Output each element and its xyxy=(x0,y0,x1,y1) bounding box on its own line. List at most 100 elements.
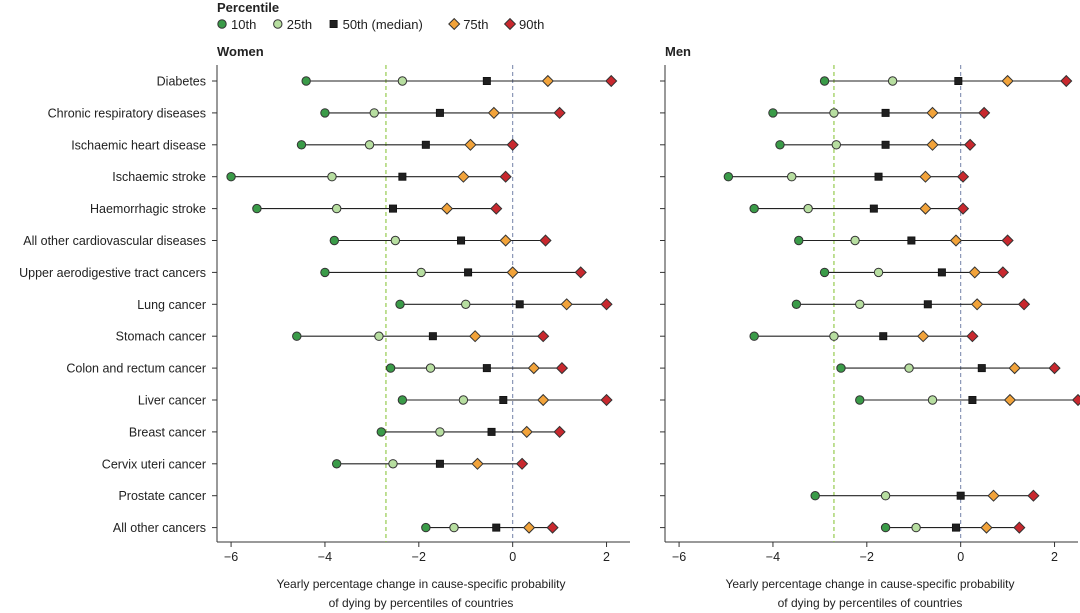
category-label: All other cardiovascular diseases xyxy=(23,234,206,248)
panel-title-women: Women xyxy=(217,44,264,59)
marker-p90 xyxy=(574,266,587,279)
marker-p90 xyxy=(546,521,559,534)
marker-p75 xyxy=(541,74,554,88)
legend-marker-p10 xyxy=(217,19,227,29)
marker-p90 xyxy=(956,170,970,183)
data-row xyxy=(226,170,512,183)
x-tick-label: −2 xyxy=(860,550,874,564)
marker-p50 xyxy=(515,300,524,309)
marker-p75 xyxy=(1003,393,1017,407)
marker-p10 xyxy=(880,522,891,533)
data-row xyxy=(296,138,519,151)
marker-p50 xyxy=(457,236,466,245)
marker-p25 xyxy=(911,522,921,533)
marker-p10 xyxy=(376,427,386,437)
legend-marker-p25 xyxy=(273,19,283,29)
data-row xyxy=(397,393,613,407)
marker-p75 xyxy=(487,106,501,120)
data-row xyxy=(385,361,569,375)
legend-label-p10: 10th xyxy=(231,17,256,32)
x-tick-label: −2 xyxy=(412,550,426,564)
marker-p75 xyxy=(1008,361,1021,375)
marker-p10 xyxy=(320,108,330,118)
x-tick-label: 0 xyxy=(509,550,516,564)
x-tick-label: −4 xyxy=(318,550,332,564)
x-tick-label: 2 xyxy=(603,550,610,564)
legend-marker-p75 xyxy=(448,17,461,31)
marker-p90 xyxy=(490,202,503,215)
marker-p25 xyxy=(873,267,884,278)
marker-p10 xyxy=(385,363,396,373)
marker-p10 xyxy=(794,235,804,246)
category-label: Breast cancer xyxy=(129,425,206,439)
legend-label-p90: 90th xyxy=(519,17,544,32)
marker-p90 xyxy=(1017,298,1031,311)
marker-p50 xyxy=(923,300,932,309)
marker-p50 xyxy=(874,172,883,181)
marker-p10 xyxy=(723,172,734,182)
marker-p75 xyxy=(987,489,1000,502)
marker-p90 xyxy=(600,393,613,407)
marker-p90 xyxy=(1071,393,1080,407)
panel-men: Men Yearly percentage change in cause-sp… xyxy=(660,44,1080,610)
marker-p75 xyxy=(527,361,540,375)
marker-p25 xyxy=(390,235,401,246)
category-label: Colon and rectum cancer xyxy=(66,362,206,376)
marker-p50 xyxy=(951,523,960,532)
category-label: Upper aerodigestive tract cancers xyxy=(19,266,206,280)
marker-p50 xyxy=(968,395,977,404)
marker-p75 xyxy=(440,202,454,215)
category-label: Chronic respiratory diseases xyxy=(48,106,206,120)
marker-p50 xyxy=(937,268,946,277)
marker-p50 xyxy=(881,140,890,149)
category-label: Ischaemic stroke xyxy=(112,170,206,184)
marker-p10 xyxy=(395,299,405,309)
data-row xyxy=(749,330,979,343)
marker-p90 xyxy=(1027,489,1040,502)
x-tick-label: 0 xyxy=(957,550,964,564)
marker-p25 xyxy=(425,363,436,373)
marker-p90 xyxy=(539,234,552,247)
marker-p75 xyxy=(560,298,573,311)
marker-p25 xyxy=(435,427,445,437)
marker-p90 xyxy=(1013,521,1026,534)
marker-p50 xyxy=(907,236,916,245)
panel-title-men: Men xyxy=(665,44,691,59)
marker-p25 xyxy=(855,299,865,309)
data-row xyxy=(810,489,1040,502)
category-label: Ischaemic heart disease xyxy=(71,138,206,152)
marker-p50 xyxy=(977,364,986,373)
marker-p10 xyxy=(836,363,846,373)
marker-p10 xyxy=(421,522,431,533)
marker-p25 xyxy=(831,140,842,150)
marker-p25 xyxy=(850,235,860,246)
category-label: Prostate cancer xyxy=(118,489,206,503)
data-row xyxy=(329,234,552,247)
marker-p90 xyxy=(506,138,519,151)
data-row xyxy=(421,521,559,534)
data-row xyxy=(794,234,1014,247)
marker-p25 xyxy=(369,108,379,118)
marker-p10 xyxy=(819,267,830,278)
x-axis-label-men-line2: of dying by percentiles of countries xyxy=(778,596,963,610)
x-tick-label: −6 xyxy=(672,550,686,564)
marker-p50 xyxy=(492,523,501,532)
data-row xyxy=(376,425,566,439)
data-row xyxy=(395,298,613,311)
marker-p50 xyxy=(879,332,888,341)
marker-p75 xyxy=(949,234,963,247)
marker-p90 xyxy=(1048,361,1061,375)
marker-p10 xyxy=(292,331,302,341)
marker-p50 xyxy=(881,108,890,117)
x-axis-label-men-line1: Yearly percentage change in cause-specif… xyxy=(725,577,1014,591)
x-tick-label: 2 xyxy=(1051,550,1058,564)
marker-p75 xyxy=(469,330,482,343)
data-row xyxy=(819,74,1073,88)
marker-p90 xyxy=(963,138,977,151)
marker-p50 xyxy=(869,204,878,213)
marker-p50 xyxy=(487,427,496,436)
marker-p50 xyxy=(435,459,444,468)
marker-p10 xyxy=(810,491,820,501)
marker-p25 xyxy=(927,395,938,405)
